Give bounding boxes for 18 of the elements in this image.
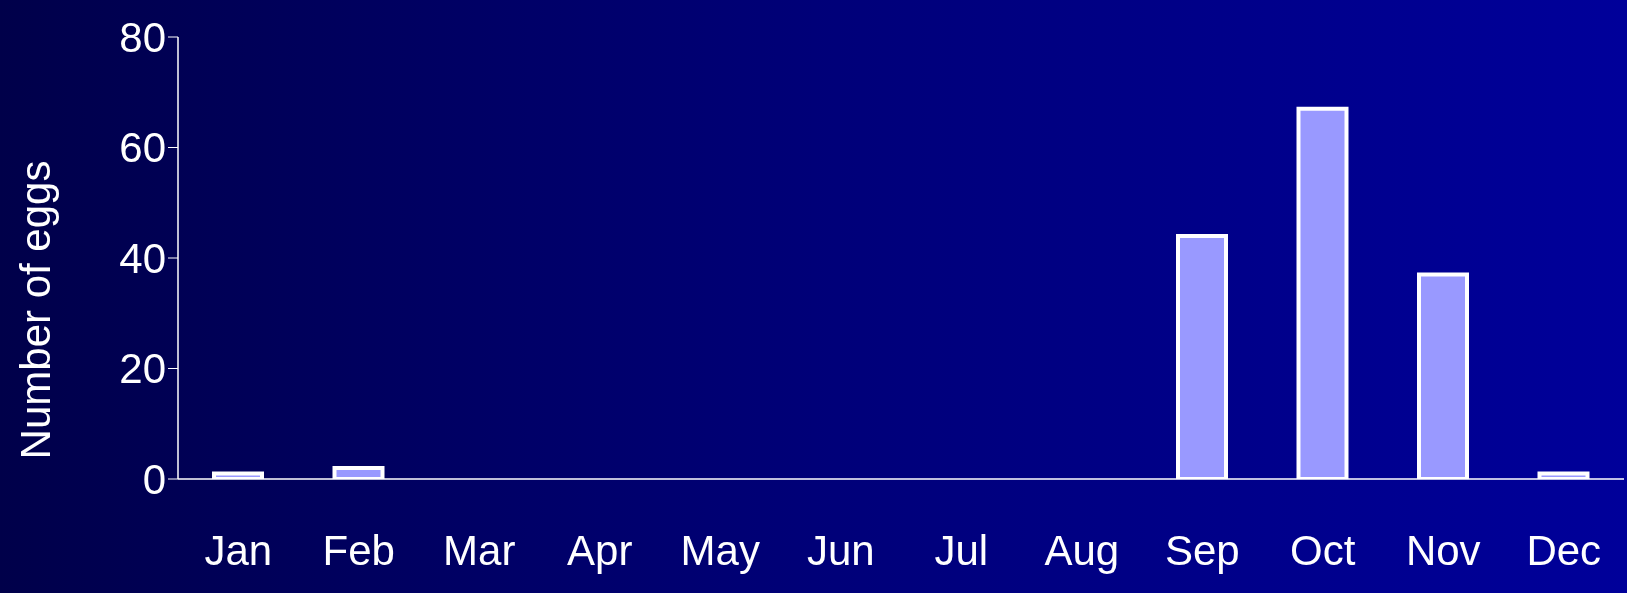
- y-tick-label: 40: [119, 234, 166, 282]
- x-tick-label: Sep: [1164, 526, 1240, 574]
- y-tick-label: 0: [142, 455, 166, 503]
- x-tick-label: Aug: [1044, 526, 1120, 574]
- x-tick-label: May: [680, 526, 760, 574]
- x-tick-label: Nov: [1405, 526, 1481, 574]
- x-tick-label: Mar: [443, 526, 516, 574]
- y-tick-label: 20: [119, 345, 166, 393]
- y-tick-label: 60: [119, 124, 166, 172]
- x-tick-label: Feb: [322, 526, 395, 574]
- y-tick-label: 80: [119, 13, 166, 61]
- x-tick-label: Jan: [204, 526, 273, 574]
- x-tick-label: Jul: [934, 526, 989, 574]
- x-tick-label: Oct: [1290, 526, 1356, 574]
- y-axis-title: Number of eggs: [12, 160, 59, 460]
- x-tick-label: Jun: [806, 526, 875, 574]
- x-tick-label: Dec: [1526, 526, 1602, 574]
- x-tick-label: Apr: [567, 526, 633, 574]
